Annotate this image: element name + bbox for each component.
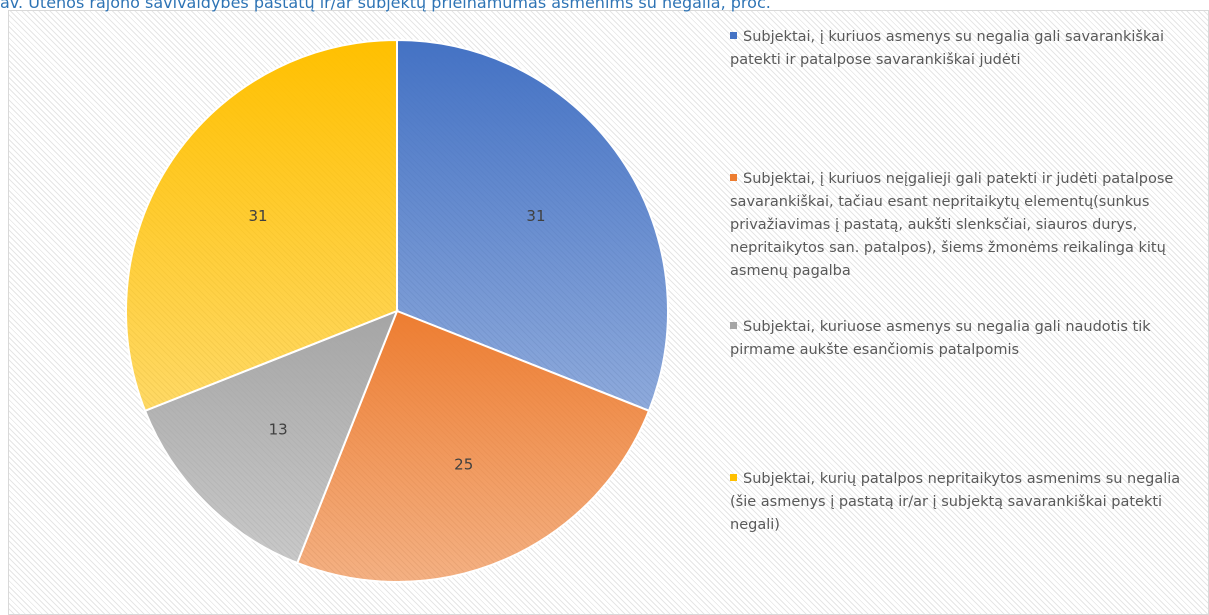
legend-label: Subjektai, į kuriuos neįgalieji gali pat…: [730, 171, 1174, 279]
data-label: 31: [526, 207, 545, 225]
data-label: 31: [248, 207, 267, 225]
legend-item: Subjektai, į kuriuos asmenys su negalia …: [730, 26, 1208, 72]
legend-item: Subjektai, kuriuose asmenys su negalia g…: [730, 316, 1208, 362]
legend-label: Subjektai, kuriuose asmenys su negalia g…: [730, 319, 1151, 358]
pie-slice: [396, 38, 669, 413]
pie-slice: [143, 309, 399, 565]
legend-swatch: [730, 173, 737, 181]
pie-slice: [125, 38, 398, 413]
legend-swatch: [730, 31, 737, 39]
legend-label: Subjektai, kurių patalpos nepritaikytos …: [730, 471, 1181, 533]
pie-slice: [295, 309, 651, 583]
legend-swatch: [730, 473, 737, 481]
legend-item: Subjektai, kurių patalpos nepritaikytos …: [730, 468, 1208, 537]
legend-swatch: [730, 321, 737, 329]
legend-label: Subjektai, į kuriuos asmenys su negalia …: [730, 29, 1165, 68]
legend-item: Subjektai, į kuriuos neįgalieji gali pat…: [730, 168, 1208, 283]
data-label: 25: [454, 456, 473, 474]
chart-title: av. Utenos rajono savivaldybės pastatų i…: [0, 0, 771, 12]
data-label: 13: [269, 420, 288, 438]
